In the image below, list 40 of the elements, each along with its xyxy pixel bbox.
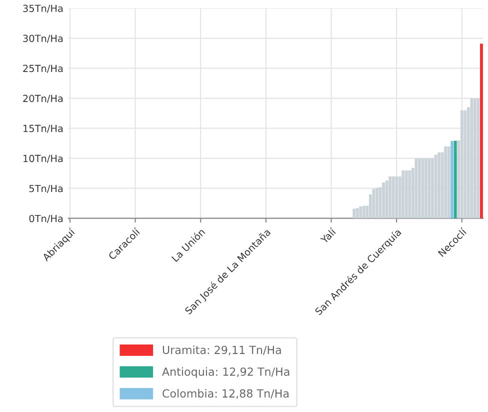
bar — [464, 110, 467, 218]
legend-label: Antioquia: 12,92 Tn/Ha — [162, 367, 290, 378]
bar — [382, 182, 385, 218]
bar — [414, 158, 418, 218]
bar — [470, 98, 474, 218]
y-tick-label: 15Tn/Ha — [24, 124, 63, 133]
y-tick-label: 10Tn/Ha — [24, 154, 63, 163]
bar — [473, 98, 476, 218]
bar — [372, 188, 376, 218]
bar — [408, 170, 412, 218]
bar — [421, 158, 424, 218]
bar — [460, 110, 464, 218]
bar — [447, 146, 450, 218]
bar — [454, 140, 457, 218]
bar — [431, 158, 434, 218]
bar — [359, 206, 362, 218]
bar — [424, 158, 428, 218]
legend-label: Colombia: 12,88 Tn/Ha — [162, 389, 289, 399]
bar — [444, 146, 448, 218]
bar — [404, 170, 408, 218]
bar — [362, 206, 366, 218]
y-tick-label: 25Tn/Ha — [23, 64, 63, 73]
bar — [352, 208, 356, 218]
x-tick-label: Yalí — [320, 226, 337, 244]
bar — [438, 152, 440, 218]
bar — [356, 208, 359, 218]
bar — [388, 176, 392, 218]
y-tick-label: 20Tn/Ha — [23, 94, 63, 103]
bar — [395, 176, 398, 218]
y-tick-label: 35Tn/Ha — [23, 4, 63, 13]
y-tick-label: 0Tn/Ha — [29, 214, 63, 223]
bar — [376, 188, 378, 218]
bar — [392, 176, 395, 218]
y-tick-label: 30Tn/Ha — [23, 34, 63, 43]
bar — [418, 158, 421, 218]
bar — [450, 141, 454, 218]
legend-label: Uramita: 29,11 Tn/Ha — [162, 346, 281, 356]
bar — [480, 44, 483, 218]
y-tick-label: 5Tn/Ha — [29, 184, 63, 193]
bar — [402, 170, 405, 218]
